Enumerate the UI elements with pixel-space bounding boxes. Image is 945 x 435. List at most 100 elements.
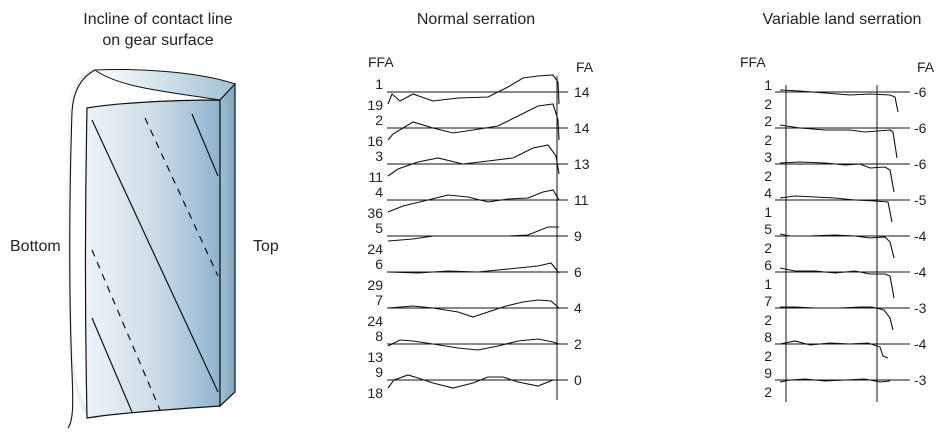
gear-panel-title-line1: Incline of contact line [83,11,233,28]
normal-fa-value: 9 [574,228,582,244]
contact-line-solid-2 [191,113,219,177]
normal-trace [387,103,560,141]
contact-line-solid-3 [91,317,133,413]
variable-ffa-header: FFA [740,54,766,70]
normal-serration-panel: Normal serration FFA FA 1191421614311134… [367,11,593,401]
variable-ffa-value: 2 [764,312,772,328]
normal-fa-value: 4 [574,300,582,316]
normal-fa-value: 14 [574,84,590,100]
normal-ffa-value: 24 [367,241,383,257]
normal-fa-value: 0 [574,372,582,388]
normal-trace [387,189,560,213]
normal-fa-value: 14 [574,120,590,136]
variable-ffa-value: 1 [764,204,772,220]
gear-contour-left [67,111,74,429]
variable-row-number: 1 [764,77,772,93]
gear-tooth-illustration [66,69,236,429]
variable-fa-value: -6 [914,84,927,100]
normal-fa-value: 11 [574,192,589,208]
variable-fa-value: -6 [914,156,927,172]
normal-row-number: 2 [375,112,383,128]
variable-fa-value: -6 [914,120,927,136]
normal-ffa-value: 13 [367,349,383,365]
variable-fa-value: -5 [914,192,927,208]
normal-fa-value: 6 [574,264,582,280]
variable-ffa-value: 1 [764,276,772,292]
variable-serration-panel: Variable land serration FFA FA 12-622-63… [740,11,935,402]
variable-row-number: 9 [764,365,772,381]
normal-trace [387,374,559,389]
variable-ffa-value: 2 [764,132,772,148]
variable-row-number: 2 [764,113,772,129]
normal-ffa-value: 29 [367,277,383,293]
normal-row-number: 3 [375,148,383,164]
normal-trace [387,226,559,242]
variable-row-number: 3 [764,149,772,165]
normal-row-number: 5 [375,220,383,236]
variable-trace [779,340,889,359]
normal-row-number: 8 [375,328,383,344]
gear-side-face [219,82,236,408]
normal-fa-value: 13 [574,156,590,172]
normal-ffa-header: FFA [368,54,394,70]
variable-ffa-value: 2 [764,168,772,184]
variable-trace [779,233,895,259]
gear-tooth-panel: Incline of contact line on gear surface … [10,11,279,429]
normal-row-number: 6 [375,256,383,272]
normal-fa-value: 2 [574,336,582,352]
variable-ffa-value: 2 [764,96,772,112]
normal-ffa-value: 24 [367,313,383,329]
normal-trace [387,262,560,274]
variable-fa-value: -4 [914,336,927,352]
variable-trace [780,306,894,331]
variable-fa-value: -4 [914,228,927,244]
variable-row-number: 8 [764,329,772,345]
normal-trace [387,299,560,318]
normal-ffa-value: 16 [367,133,383,149]
label-bottom: Bottom [10,238,61,255]
normal-trace [387,338,560,351]
variable-trace [779,161,895,193]
label-top: Top [253,238,279,255]
variable-ffa-value: 2 [764,348,772,364]
variable-trace [779,124,898,159]
gear-flank-shadow [66,70,98,418]
variable-fa-value: -4 [914,264,927,280]
variable-ffa-value: 2 [764,384,772,400]
normal-ffa-value: 19 [367,97,383,113]
normal-trace [387,74,560,105]
variable-trace [779,89,899,113]
variable-row-number: 7 [764,293,772,309]
normal-row-number: 9 [375,364,383,380]
variable-trace [779,267,895,299]
variable-trace [779,378,891,383]
variable-fa-value: -3 [914,300,927,316]
variable-traces: 12-622-632-641-552-461-472-382-492-3 [764,77,926,400]
normal-ffa-value: 36 [367,205,383,221]
normal-row-number: 1 [375,76,383,92]
gear-contour-upper [71,69,96,113]
variable-row-number: 6 [764,257,772,273]
gear-top-face [93,69,236,101]
variable-ffa-value: 2 [764,240,772,256]
normal-ffa-value: 11 [368,169,383,185]
variable-fa-value: -3 [914,372,927,388]
variable-fa-header: FA [917,59,935,75]
normal-panel-title: Normal serration [417,11,535,28]
normal-fa-header: FA [576,59,594,75]
normal-row-number: 7 [375,292,383,308]
normal-ffa-value: 18 [367,385,383,401]
gear-panel-title-line2: on gear surface [102,32,213,49]
variable-row-number: 4 [764,185,772,201]
contact-line-dashed-2 [91,249,161,411]
variable-row-number: 5 [764,221,772,237]
normal-trace [387,144,560,177]
variable-panel-title: Variable land serration [763,11,922,28]
contact-line-dashed-1 [144,117,219,277]
variable-trace [779,195,893,223]
normal-row-number: 4 [375,184,383,200]
contact-line-solid-1 [91,119,219,393]
gear-flank-face [84,99,221,419]
